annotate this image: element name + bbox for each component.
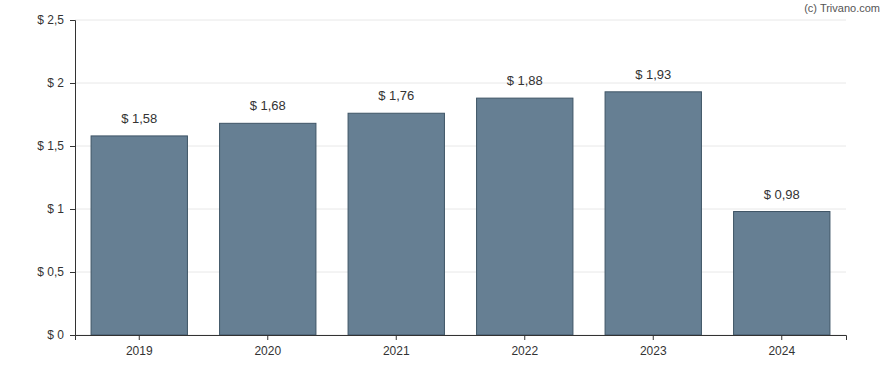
- grid: [75, 20, 846, 335]
- y-tick-mark: [70, 83, 75, 84]
- x-axis-line: [76, 336, 847, 341]
- data-labels: $ 1,58 $ 1,68 $ 1,76 $ 1,88 $ 1,93 $ 0,98: [121, 67, 800, 202]
- bars: [91, 92, 830, 335]
- x-tick: 2024: [768, 335, 795, 358]
- y-tick: $ 0: [47, 328, 75, 342]
- y-tick: $ 0,5: [37, 265, 75, 279]
- bar: [220, 123, 316, 335]
- x-tick-mark: [524, 335, 525, 340]
- x-tick: 2023: [640, 335, 667, 358]
- y-tick: $ 1,5: [37, 139, 75, 153]
- y-tick-label: $ 1: [47, 202, 64, 216]
- x-tick-label: 2022: [511, 344, 538, 358]
- bar: [734, 212, 830, 335]
- y-tick: $ 2: [47, 76, 75, 90]
- x-axis: 2019 2020 2021 2022 2023 2024: [76, 335, 847, 358]
- y-axis: $ 0 $ 0,5 $ 1 $ 1,5 $ 2 $ 2,5: [37, 13, 75, 342]
- x-tick-mark: [267, 335, 268, 340]
- plot: $ 0 $ 0,5 $ 1 $ 1,5 $ 2 $ 2,5 2019 2020 2021 2022…: [37, 13, 846, 357]
- grid-line: [75, 272, 846, 273]
- x-tick-label: 2023: [640, 344, 667, 358]
- x-tick-label: 2021: [383, 344, 410, 358]
- x-tick-mark: [139, 335, 140, 340]
- data-label: $ 1,93: [635, 67, 671, 82]
- x-tick: 2019: [126, 335, 153, 358]
- credit: (c) Trivano.com: [804, 2, 880, 14]
- x-tick-mark: [396, 335, 397, 340]
- y-tick-label: $ 1,5: [37, 139, 64, 153]
- x-tick: 2020: [254, 335, 281, 358]
- y-tick: $ 1: [47, 202, 75, 216]
- x-tick-label: 2019: [126, 344, 153, 358]
- grid-line: [75, 146, 846, 147]
- data-label: $ 1,68: [250, 98, 286, 113]
- y-tick-label: $ 2,5: [37, 13, 64, 27]
- y-tick-mark: [70, 20, 75, 21]
- y-tick-mark: [70, 335, 75, 336]
- grid-line: [75, 20, 846, 21]
- y-tick-mark: [70, 209, 75, 210]
- grid-line: [75, 83, 846, 84]
- y-tick: $ 2,5: [37, 13, 75, 27]
- bar: [348, 113, 444, 335]
- x-tick: 2021: [383, 335, 410, 358]
- x-tick-mark: [653, 335, 654, 340]
- x-tick-label: 2024: [768, 344, 795, 358]
- x-tick-mark: [781, 335, 782, 340]
- data-label: $ 1,88: [507, 73, 543, 88]
- y-tick-label: $ 0,5: [37, 265, 64, 279]
- y-tick-mark: [70, 272, 75, 273]
- data-label: $ 0,98: [764, 187, 800, 202]
- bar: [91, 136, 187, 335]
- x-tick: 2022: [511, 335, 538, 358]
- grid-line: [75, 209, 846, 210]
- bar: [605, 92, 701, 335]
- bar: [477, 98, 573, 335]
- y-tick-mark: [70, 146, 75, 147]
- y-axis-line: [70, 21, 76, 336]
- data-label: $ 1,58: [121, 111, 157, 126]
- y-tick-label: $ 0: [47, 328, 64, 342]
- y-tick-label: $ 2: [47, 76, 64, 90]
- data-label: $ 1,76: [378, 88, 414, 103]
- chart: $ 0 $ 0,5 $ 1 $ 1,5 $ 2 $ 2,5 2019 2020 2021 2022…: [0, 0, 888, 370]
- x-tick-label: 2020: [254, 344, 281, 358]
